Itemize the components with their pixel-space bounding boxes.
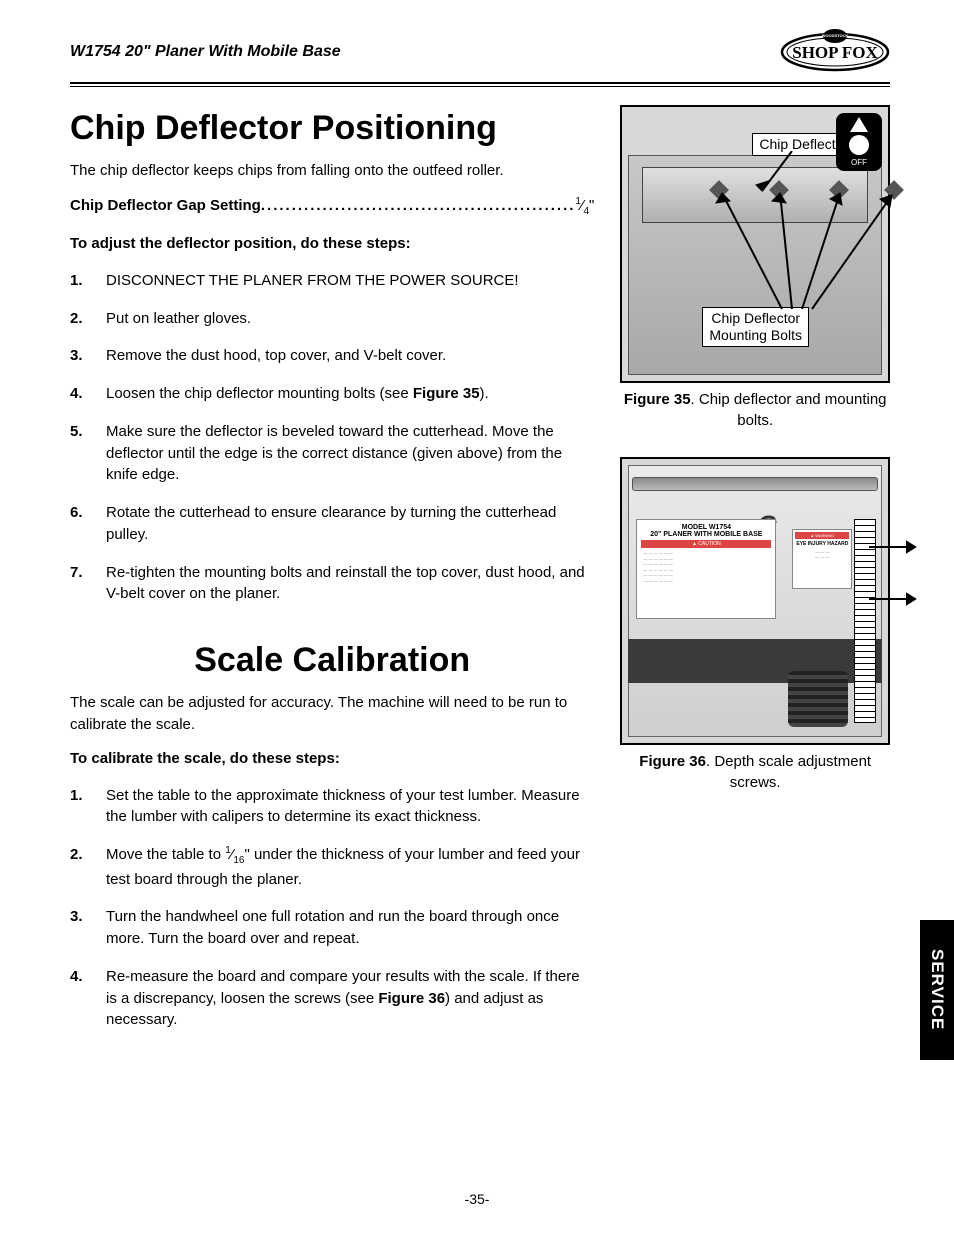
step-number: 6. [70, 502, 106, 546]
step-item: 4.Re-measure the board and compare your … [70, 966, 594, 1031]
spec-dots: ........................................… [261, 197, 576, 214]
step-number: 4. [70, 383, 106, 405]
step-item: 2.Move the table to 1⁄16" under the thic… [70, 844, 594, 890]
step-item: 7.Re-tighten the mounting bolts and rein… [70, 562, 594, 606]
figure-35: Chip Deflector Chip DeflectorMounting Bo… [620, 105, 890, 383]
step-text: Re-measure the board and compare your re… [106, 966, 594, 1031]
step-text: Set the table to the approximate thickne… [106, 785, 594, 829]
step-number: 1. [70, 785, 106, 829]
power-off-icon: OFF [836, 113, 882, 171]
step-number: 7. [70, 562, 106, 606]
step-item: 1.Set the table to the approximate thick… [70, 785, 594, 829]
page-number: -35- [0, 1191, 954, 1207]
step-item: 6.Rotate the cutterhead to ensure cleara… [70, 502, 594, 546]
header-rule [70, 82, 890, 87]
section2-steps: 1.Set the table to the approximate thick… [70, 785, 594, 1032]
step-number: 2. [70, 844, 106, 890]
step-number: 5. [70, 421, 106, 486]
section2-lead: To calibrate the scale, do these steps: [70, 750, 594, 767]
step-text: Put on leather gloves. [106, 308, 594, 330]
step-item: 2.Put on leather gloves. [70, 308, 594, 330]
warning-label: ▲ WARNING EYE INJURY HAZARD — — —— — — [792, 529, 852, 589]
section1-intro: The chip deflector keeps chips from fall… [70, 160, 594, 182]
step-item: 5.Make sure the deflector is beveled tow… [70, 421, 594, 486]
spec-value: 1⁄4" [575, 196, 594, 217]
svg-text:WOODSTOCK: WOODSTOCK [822, 33, 849, 38]
step-text: Loosen the chip deflector mounting bolts… [106, 383, 594, 405]
figure-36-caption: Figure 36. Depth scale adjustment screws… [620, 751, 890, 793]
section1-heading: Chip Deflector Positioning [70, 109, 594, 148]
step-number: 3. [70, 906, 106, 950]
step-item: 1.DISCONNECT THE PLANER FROM THE POWER S… [70, 270, 594, 292]
step-number: 4. [70, 966, 106, 1031]
step-text: Move the table to 1⁄16" under the thickn… [106, 844, 594, 890]
figure-36: MODEL W1754 20" PLANER WITH MOBILE BASE … [620, 457, 890, 745]
step-item: 3.Remove the dust hood, top cover, and V… [70, 345, 594, 367]
step-text: Turn the handwheel one full rotation and… [106, 906, 594, 950]
step-text: Remove the dust hood, top cover, and V-b… [106, 345, 594, 367]
section1-lead: To adjust the deflector position, do the… [70, 235, 594, 252]
service-tab: SERVICE [920, 920, 954, 1060]
step-text: Rotate the cutterhead to ensure clearanc… [106, 502, 594, 546]
figure-35-caption: Figure 35. Chip deflector and mounting b… [620, 389, 890, 431]
model-label: MODEL W1754 20" PLANER WITH MOBILE BASE … [636, 519, 776, 619]
section1-steps: 1.DISCONNECT THE PLANER FROM THE POWER S… [70, 270, 594, 605]
svg-text:SHOP FOX: SHOP FOX [792, 43, 878, 62]
step-number: 2. [70, 308, 106, 330]
step-item: 4.Loosen the chip deflector mounting bol… [70, 383, 594, 405]
spec-label: Chip Deflector Gap Setting [70, 197, 261, 214]
step-number: 1. [70, 270, 106, 292]
step-text: Make sure the deflector is beveled towar… [106, 421, 594, 486]
product-title: W1754 20" Planer With Mobile Base [70, 43, 341, 61]
step-text: DISCONNECT THE PLANER FROM THE POWER SOU… [106, 270, 594, 292]
step-number: 3. [70, 345, 106, 367]
section2-intro: The scale can be adjusted for accuracy. … [70, 692, 594, 736]
step-item: 3.Turn the handwheel one full rotation a… [70, 906, 594, 950]
gap-setting-spec: Chip Deflector Gap Setting .............… [70, 196, 594, 217]
shopfox-logo: WOODSTOCK SHOP FOX [780, 28, 890, 76]
step-text: Re-tighten the mounting bolts and reinst… [106, 562, 594, 606]
section2-heading: Scale Calibration [70, 641, 594, 680]
